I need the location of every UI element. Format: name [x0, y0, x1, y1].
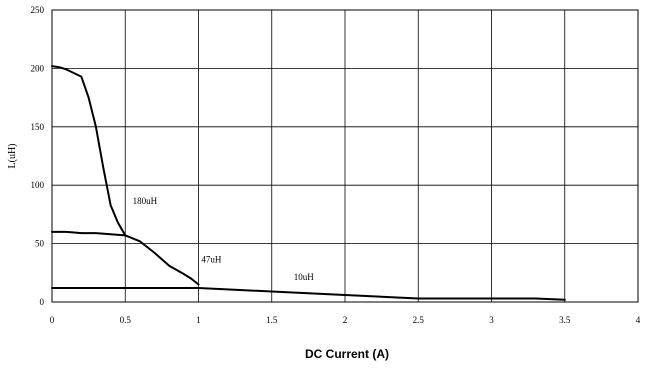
x-tick-label: 2	[343, 315, 348, 325]
x-tick-label: 2.5	[413, 315, 425, 325]
series-label-47uh: 47uH	[201, 254, 222, 264]
series-label-180uh: 180uH	[133, 196, 158, 206]
series-label-10uh: 10uH	[294, 272, 315, 282]
x-tick-label: 0.5	[120, 315, 132, 325]
y-tick-label: 0	[40, 297, 45, 307]
series-lines	[51, 65, 566, 301]
y-tick-label: 100	[31, 180, 45, 190]
x-tick-label: 0	[50, 315, 55, 325]
x-axis-label: DC Current (A)	[305, 347, 389, 361]
x-tick-label: 3	[489, 315, 494, 325]
series-annotations: 180uH 47uH 10uH	[133, 196, 315, 282]
y-tick-label: 250	[31, 5, 45, 15]
series-line-180uh	[51, 65, 127, 237]
x-tick-label: 1	[196, 315, 201, 325]
x-tick-label: 3.5	[559, 315, 571, 325]
series-line-47uh	[51, 230, 200, 286]
x-tick-label: 4	[636, 315, 641, 325]
series-line-10uh	[51, 287, 566, 301]
tick-labels: 0 0.5 1 1.5 2 2.5 3 3.5 4 0 50 100 150 200 250	[31, 5, 641, 325]
y-tick-label: 200	[31, 63, 45, 73]
y-axis-label: L(uH)	[7, 144, 18, 169]
gridlines	[52, 10, 638, 302]
y-tick-label: 50	[35, 239, 45, 249]
y-tick-label: 150	[31, 122, 45, 132]
x-tick-label: 1.5	[266, 315, 278, 325]
plot-frame	[51, 9, 639, 303]
